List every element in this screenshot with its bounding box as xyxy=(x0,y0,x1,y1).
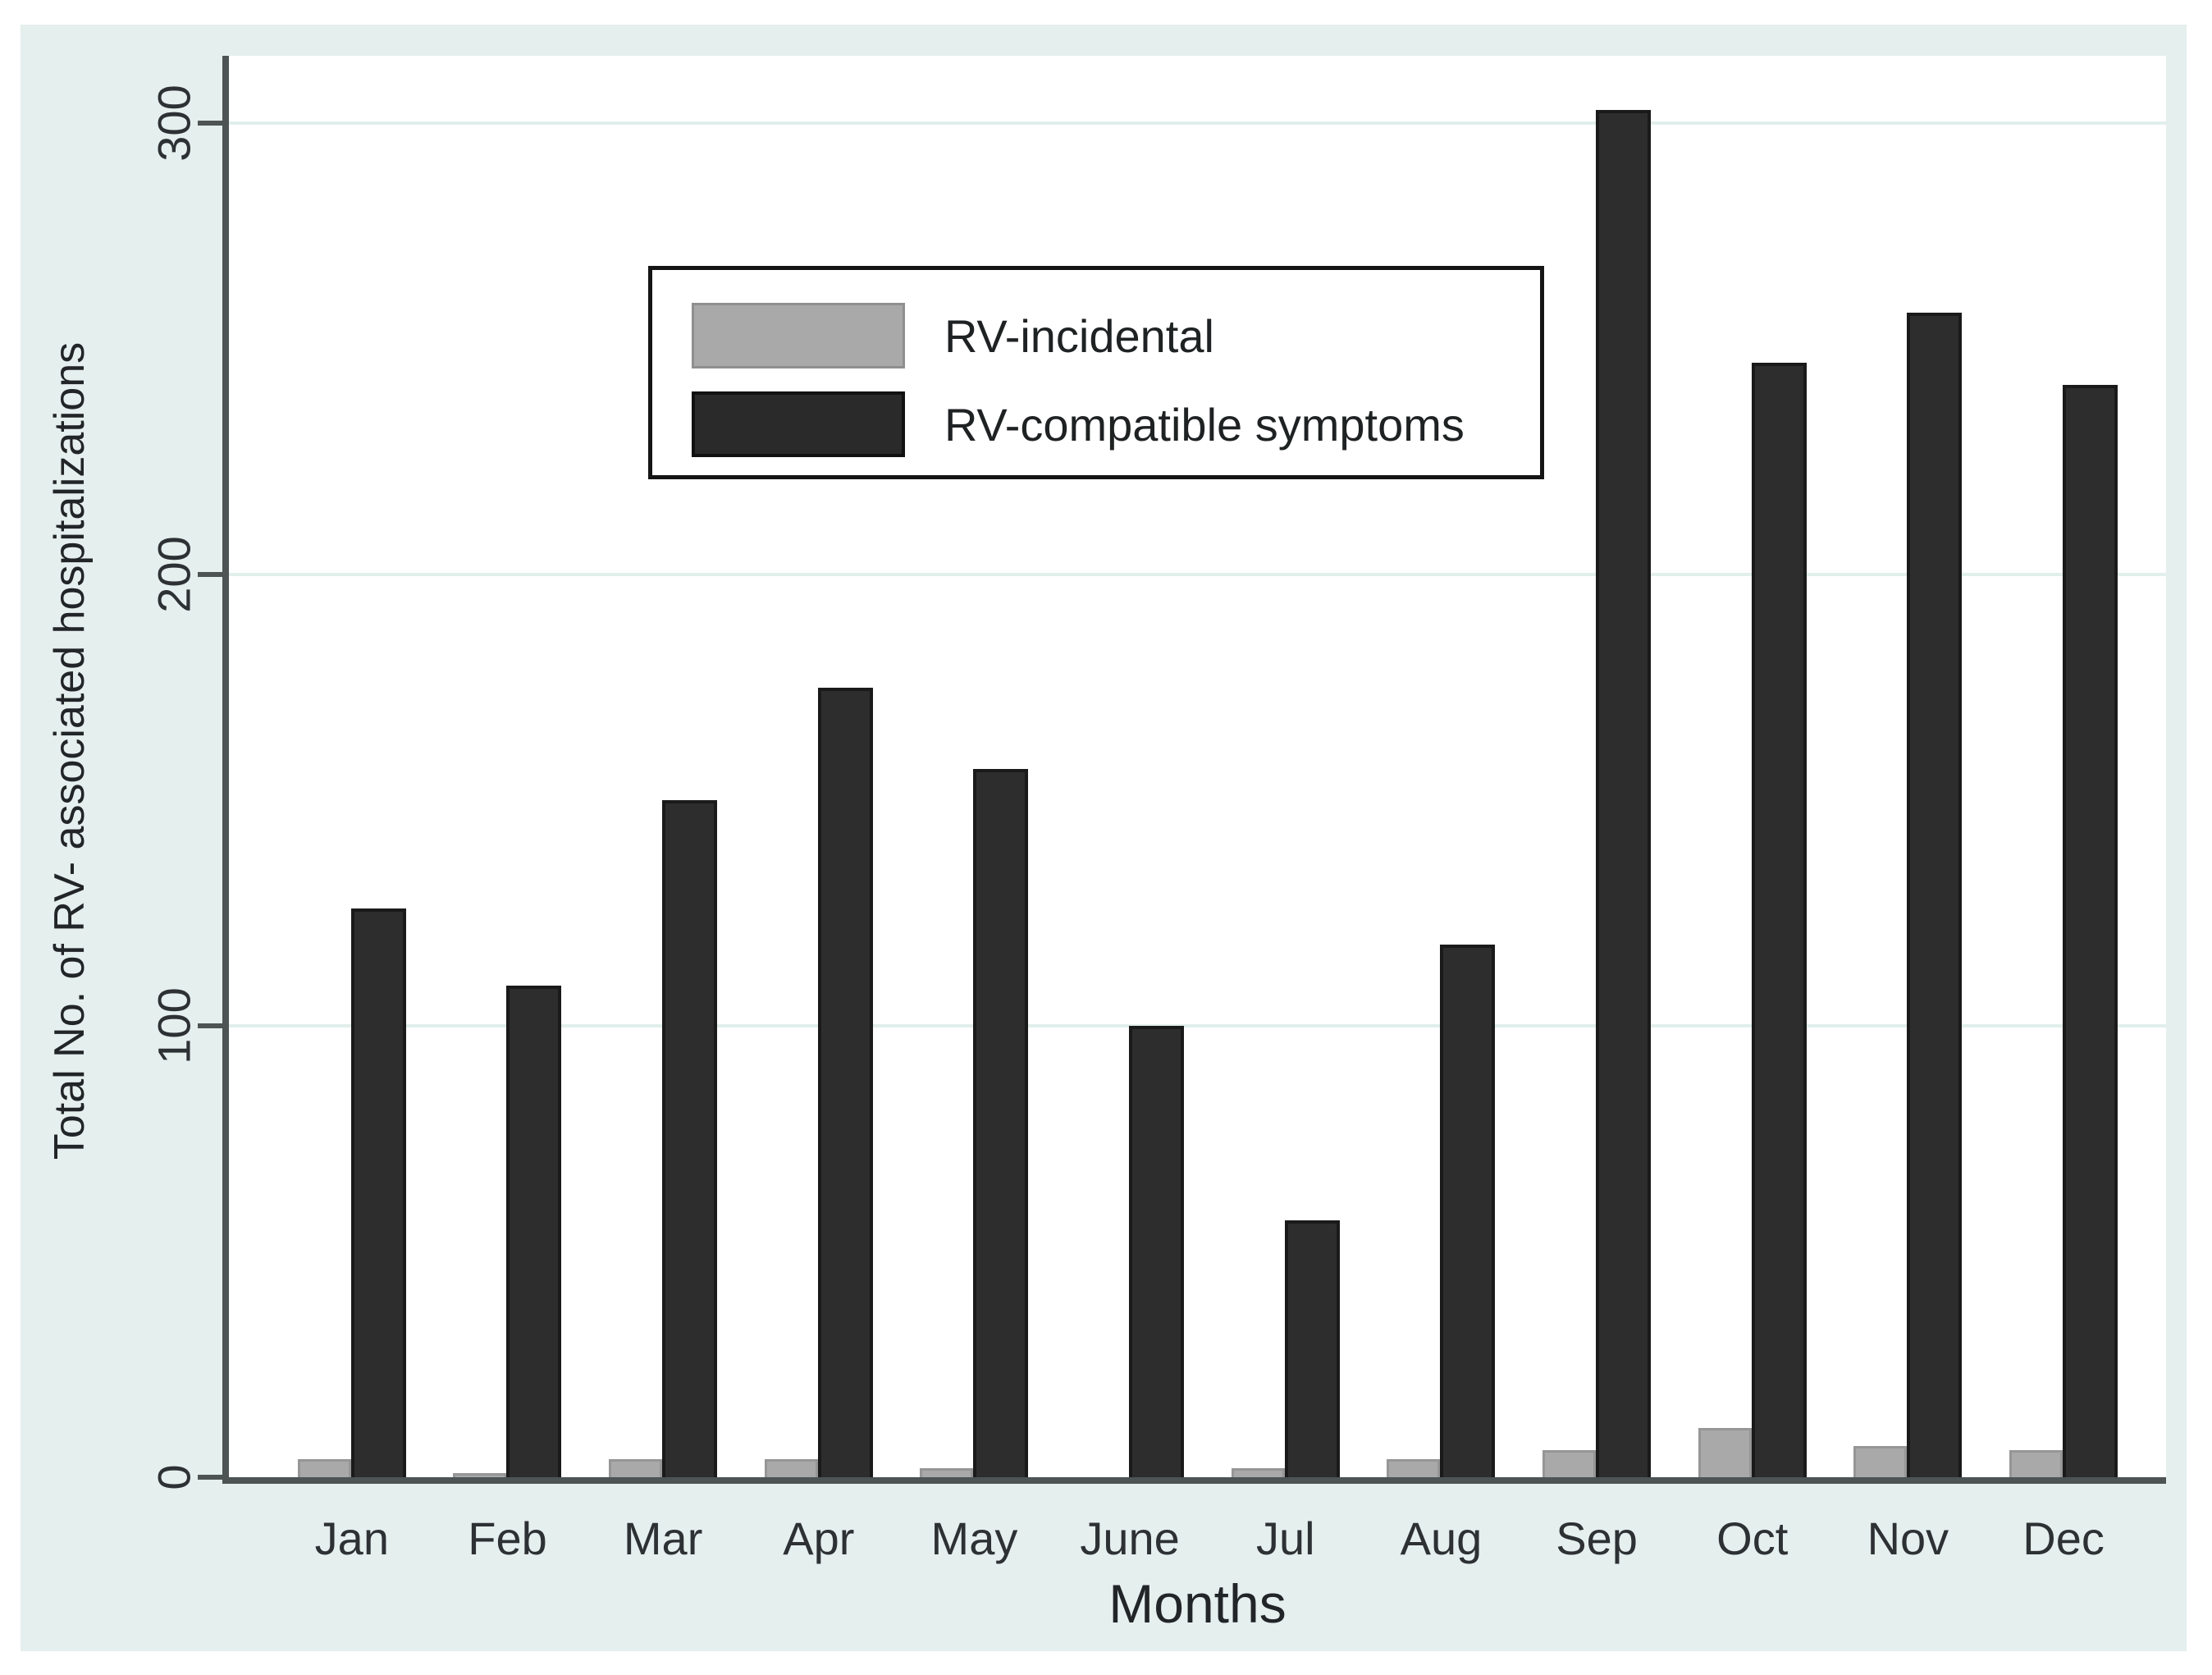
bar-rv-compatible-symptoms-dec xyxy=(2063,385,2118,1477)
bar-group-nov xyxy=(1853,313,1963,1477)
bar-rv-compatible-symptoms-sep xyxy=(1596,110,1652,1477)
bar-rv-compatible-symptoms-nov xyxy=(1907,313,1963,1477)
bar-rv-incidental-oct xyxy=(1698,1428,1752,1477)
legend-label-rv-compatible-symptoms: RV-compatible symptoms xyxy=(944,398,1465,451)
x-tick-label-nov: Nov xyxy=(1867,1513,1949,1564)
legend-items: RV-incidental RV-compatible symptoms xyxy=(692,303,1540,457)
bar-rv-compatible-symptoms-aug xyxy=(1440,945,1496,1477)
x-tick-label-feb: Feb xyxy=(468,1513,547,1564)
bar-rv-compatible-symptoms-oct xyxy=(1751,363,1807,1477)
y-tick-label-100: 100 xyxy=(148,987,200,1064)
y-tick-mark-200 xyxy=(198,572,222,578)
bar-rv-incidental-dec xyxy=(2009,1450,2063,1477)
bar-rv-compatible-symptoms-mar xyxy=(662,800,718,1477)
bar-rv-compatible-symptoms-jul xyxy=(1284,1220,1340,1477)
x-tick-label-may: May xyxy=(930,1513,1018,1564)
gridline-y-200 xyxy=(229,573,2166,577)
bar-group-feb xyxy=(453,986,562,1477)
bar-group-may xyxy=(920,769,1029,1477)
x-axis-title: Months xyxy=(1108,1573,1287,1634)
y-tick-label-200: 200 xyxy=(148,536,200,614)
legend-row-rv-incidental: RV-incidental xyxy=(692,303,1540,368)
bar-rv-compatible-symptoms-apr xyxy=(817,688,873,1477)
bar-group-apr xyxy=(764,688,873,1477)
gridline-y-100 xyxy=(229,1024,2166,1028)
bar-rv-incidental-feb xyxy=(453,1473,507,1477)
x-tick-label-jul: Jul xyxy=(1255,1513,1315,1564)
legend: RV-incidental RV-compatible symptoms xyxy=(648,266,1544,479)
bar-group-mar xyxy=(609,800,718,1477)
bar-rv-compatible-symptoms-feb xyxy=(506,986,562,1477)
y-tick-mark-100 xyxy=(198,1023,222,1029)
x-tick-label-sep: Sep xyxy=(1556,1513,1638,1564)
x-tick-label-mar: Mar xyxy=(623,1513,703,1564)
bar-group-june xyxy=(1076,1026,1185,1477)
bar-rv-incidental-apr xyxy=(764,1459,818,1477)
bars-layer xyxy=(229,56,2166,1477)
bar-rv-compatible-symptoms-jan xyxy=(350,908,406,1477)
legend-swatch-rv-compatible-symptoms xyxy=(692,391,905,457)
y-tick-label-300: 300 xyxy=(148,85,200,162)
bar-rv-incidental-jan xyxy=(297,1459,351,1477)
bar-group-jul xyxy=(1231,1220,1340,1477)
y-tick-mark-300 xyxy=(198,121,222,126)
bar-group-jan xyxy=(297,908,406,1477)
legend-swatch-rv-incidental xyxy=(692,303,905,368)
bar-rv-incidental-sep xyxy=(1542,1450,1597,1477)
bar-rv-compatible-symptoms-june xyxy=(1129,1026,1185,1477)
legend-label-rv-incidental: RV-incidental xyxy=(944,309,1214,362)
bar-group-sep xyxy=(1542,110,1652,1477)
x-tick-label-apr: Apr xyxy=(783,1513,855,1564)
y-tick-label-0: 0 xyxy=(148,1464,200,1490)
x-tick-label-june: June xyxy=(1080,1513,1180,1564)
x-tick-label-dec: Dec xyxy=(2022,1513,2105,1564)
bar-rv-incidental-may xyxy=(920,1468,974,1477)
bar-rv-incidental-aug xyxy=(1387,1459,1441,1477)
x-axis-labels: Jan Feb Mar Apr May June Jul Aug Sep Oct Nov Dec xyxy=(229,1512,2166,1565)
bar-group-aug xyxy=(1387,945,1496,1477)
x-tick-label-jan: Jan xyxy=(314,1513,389,1564)
y-tick-mark-0 xyxy=(198,1475,222,1480)
gridline-y-300 xyxy=(229,121,2166,126)
gridlines-layer xyxy=(229,56,2166,1477)
legend-row-rv-compatible-symptoms: RV-compatible symptoms xyxy=(692,391,1540,457)
x-tick-label-aug: Aug xyxy=(1400,1513,1483,1564)
bar-rv-incidental-mar xyxy=(609,1459,663,1477)
bar-rv-incidental-nov xyxy=(1853,1446,1908,1477)
bar-rv-compatible-symptoms-may xyxy=(973,769,1029,1477)
y-axis-title: Total No. of RV- associated hospitalizat… xyxy=(46,341,94,1160)
bar-rv-incidental-jul xyxy=(1231,1468,1285,1477)
x-tick-label-oct: Oct xyxy=(1716,1513,1789,1564)
bar-group-dec xyxy=(2009,385,2118,1477)
bar-group-oct xyxy=(1698,363,1807,1477)
